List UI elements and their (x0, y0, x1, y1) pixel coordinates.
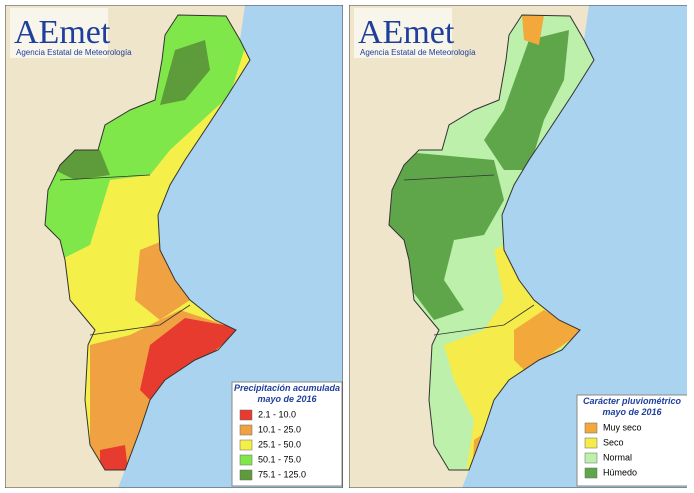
legend-swatch (584, 467, 598, 479)
legend-swatch (584, 437, 598, 449)
legend-subtitle: mayo de 2016 (257, 394, 317, 404)
legend-swatch (584, 452, 598, 464)
legend-label: 10.1 - 25.0 (258, 424, 301, 434)
legend-swatch (239, 424, 253, 436)
legend-label: 25.1 - 50.0 (258, 439, 301, 449)
logo-brand: AEmet (358, 14, 455, 51)
legend-swatch (239, 439, 253, 451)
legend-swatch (239, 454, 253, 466)
logo-agency: Agencia Estatal de Meteorología (360, 48, 476, 57)
map-panel: AEmet Agencia Estatal de Meteorología Pr… (5, 5, 343, 488)
legend-label: 75.1 - 125.0 (258, 469, 306, 479)
legend-label: Muy seco (603, 422, 642, 432)
logo-box (354, 8, 452, 58)
legend-title: Precipitación acumulada (234, 383, 340, 393)
legend-label: Seco (603, 437, 624, 447)
legend-swatch (239, 469, 253, 481)
legend-subtitle: mayo de 2016 (602, 407, 662, 417)
legend-label: 2.1 - 10.0 (258, 409, 296, 419)
legend-swatch (239, 409, 253, 421)
legend-label: Húmedo (603, 467, 637, 477)
legend-swatch (584, 422, 598, 434)
logo-box (10, 8, 108, 58)
legend-title: Carácter pluviométrico (583, 396, 682, 406)
legend-label: 50.1 - 75.0 (258, 454, 301, 464)
legend: Precipitación acumulada mayo de 2016 2.1… (231, 381, 343, 487)
map-panel: AEmet Agencia Estatal de Meteorología Ca… (349, 5, 687, 488)
legend-label: Normal (603, 452, 632, 462)
logo-brand: AEmet (14, 14, 111, 51)
logo-agency: Agencia Estatal de Meteorología (16, 48, 132, 57)
legend: Carácter pluviométrico mayo de 2016 Muy … (576, 394, 687, 487)
